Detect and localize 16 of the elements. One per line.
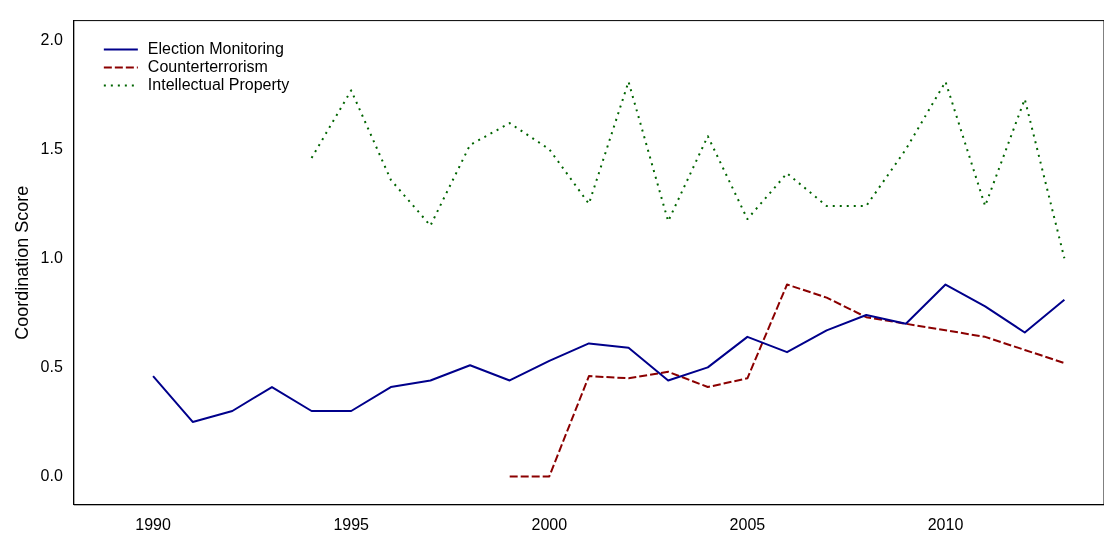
- line-series: [310, 80, 1066, 260]
- y-tick-label: 0.0: [40, 466, 63, 484]
- x-tick-label: 2000: [531, 515, 568, 533]
- x-tick-label: 1995: [333, 515, 370, 533]
- x-tick-label: 2010: [927, 515, 964, 533]
- x-tick-label: 1990: [135, 515, 171, 533]
- legend-label: Intellectual Property: [147, 76, 290, 94]
- y-tick-label: 2.0: [40, 30, 63, 48]
- y-tick-label: 1.5: [40, 139, 63, 157]
- line-series: [508, 283, 1066, 478]
- legend-label: Counterterrorism: [147, 58, 268, 76]
- y-axis-title: Coordination Score: [11, 185, 32, 340]
- x-tick-label: 2005: [729, 515, 766, 533]
- y-tick-label: 1.0: [40, 248, 63, 266]
- legend-label: Election Monitoring: [147, 40, 284, 58]
- y-tick-label: 0.5: [40, 357, 63, 375]
